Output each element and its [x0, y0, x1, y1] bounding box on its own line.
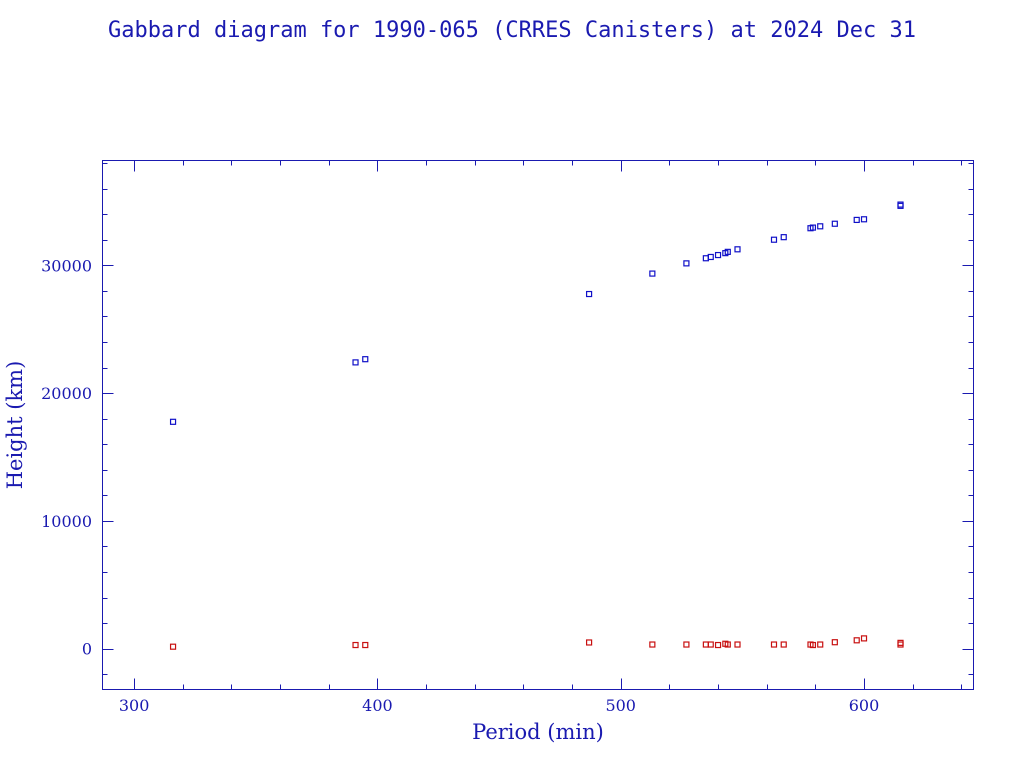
perigee-point	[734, 641, 741, 648]
axis-tick-labels: 300 400 500 600 0 10000 20000 30000	[41, 256, 879, 715]
perigee-point	[683, 641, 690, 648]
apogee-point	[809, 224, 817, 231]
apogee-point	[770, 236, 778, 243]
perigee-point	[897, 639, 904, 646]
perigee-point	[649, 641, 656, 648]
axis-ticks	[102, 160, 974, 690]
perigee-point	[702, 641, 709, 648]
y-axis-label: Height (km)	[3, 361, 27, 490]
x-tick-label: 600	[849, 696, 880, 715]
apogee-point	[724, 248, 731, 255]
apogee-point	[683, 260, 690, 267]
plot-frame	[102, 160, 974, 690]
perigee-point	[352, 641, 359, 649]
apogee-point	[649, 270, 656, 277]
perigee-point	[585, 639, 593, 646]
y-tick-label: 10000	[41, 512, 92, 531]
perigee-point	[809, 641, 817, 649]
apogee-point	[734, 246, 741, 253]
apogee-point	[853, 216, 860, 224]
apogee-point	[860, 216, 868, 223]
apogee-point	[897, 201, 904, 208]
perigee-point	[707, 641, 714, 648]
perigee-point	[897, 641, 904, 648]
y-tick-label: 30000	[41, 256, 92, 275]
y-tick-label: 0	[82, 640, 92, 659]
apogee-point	[169, 418, 177, 425]
x-axis-label: Period (min)	[472, 720, 604, 744]
data-points	[169, 201, 904, 650]
apogee-point	[707, 253, 714, 261]
x-tick-label: 500	[605, 696, 636, 715]
chart-title: Gabbard diagram for 1990-065 (CRRES Cani…	[108, 18, 916, 43]
perigee-point	[770, 641, 778, 648]
x-tick-label: 300	[119, 696, 150, 715]
perigee-point	[780, 641, 787, 648]
apogee-point	[585, 290, 593, 298]
y-tick-label: 20000	[41, 384, 92, 403]
perigee-point	[853, 637, 860, 644]
perigee-point	[362, 641, 369, 649]
perigee-point	[724, 641, 731, 648]
apogee-point	[831, 220, 838, 227]
apogee-point	[362, 356, 369, 363]
apogee-point	[780, 234, 787, 241]
apogee-point	[352, 359, 359, 366]
apogee-point	[702, 255, 709, 262]
x-tick-label: 400	[362, 696, 393, 715]
perigee-point	[817, 641, 824, 648]
apogee-point	[817, 223, 824, 230]
apogee-point	[714, 251, 722, 259]
perigee-point	[169, 643, 177, 650]
perigee-point	[831, 639, 838, 646]
perigee-point	[860, 635, 868, 642]
perigee-point	[714, 641, 722, 649]
